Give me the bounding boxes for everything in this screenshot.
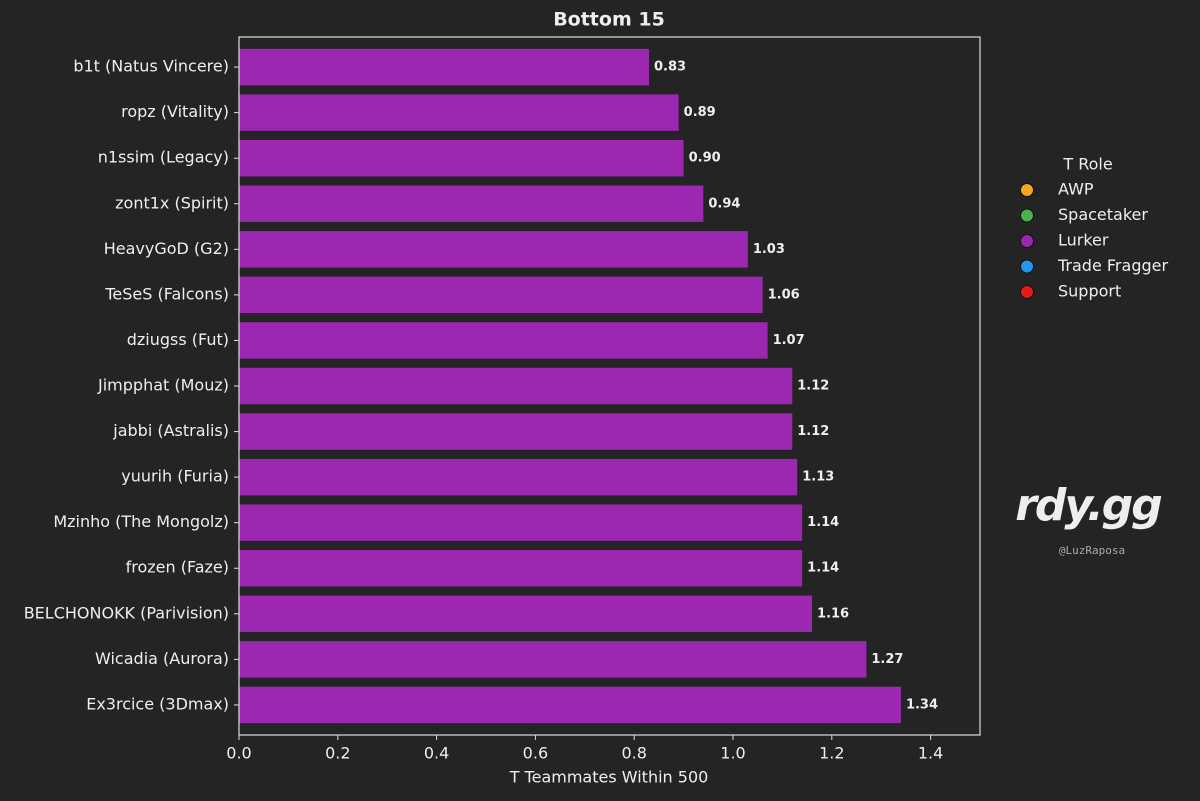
y-tick-label: BELCHONOKK (Parivision): [24, 603, 229, 622]
credit: @LuzRaposa: [1059, 544, 1125, 557]
y-tick-label: frozen (Faze): [126, 558, 229, 577]
legend-marker: [1020, 285, 1034, 299]
watermark: rdy.gg: [1015, 480, 1162, 531]
x-tick-label: 1.0: [720, 744, 745, 763]
legend-label: Spacetaker: [1058, 205, 1148, 224]
value-label: 0.90: [689, 151, 721, 166]
legend-marker: [1020, 208, 1034, 223]
plot-frame: [238, 36, 981, 736]
y-tick-label: jabbi (Astralis): [112, 421, 229, 440]
bar: [239, 413, 793, 450]
y-tick-label: Wicadia (Aurora): [95, 649, 229, 668]
y-tick-label: Ex3rcice (3Dmax): [86, 694, 229, 713]
value-label: 1.12: [797, 424, 829, 439]
x-tick-label: 0.2: [325, 744, 350, 763]
bar: [239, 595, 813, 633]
bar: [239, 550, 803, 587]
value-label: 0.94: [708, 196, 740, 211]
bar: [239, 504, 803, 541]
x-tick-label: 0.8: [621, 744, 646, 763]
legend-label: Support: [1058, 282, 1121, 301]
bar: [239, 367, 793, 405]
legend-label: AWP: [1058, 180, 1094, 199]
bar: [239, 322, 768, 359]
bar: [239, 139, 684, 177]
y-tick-label: zont1x (Spirit): [115, 193, 229, 212]
bar: [239, 48, 650, 86]
bar: [239, 276, 763, 314]
x-axis-label: T Teammates Within 500: [509, 768, 709, 787]
value-label: 1.16: [817, 606, 849, 621]
y-tick-label: HeavyGoD (G2): [104, 239, 229, 258]
y-tick-label: ropz (Vitality): [121, 102, 229, 121]
legend-label: Trade Fragger: [1057, 256, 1168, 275]
bar: [239, 641, 867, 678]
value-label: 0.89: [684, 105, 716, 120]
y-tick-label: dziugss (Fut): [127, 330, 229, 349]
bar: [239, 686, 901, 724]
value-label: 1.03: [753, 242, 785, 257]
value-label: 1.06: [768, 287, 800, 302]
x-tick-label: 0.0: [226, 744, 251, 763]
legend-marker: [1020, 259, 1034, 274]
bar: [239, 94, 679, 131]
chart-title: Bottom 15: [553, 9, 665, 31]
legend-title: T Role: [1062, 155, 1112, 174]
legend-marker: [1020, 234, 1034, 248]
x-tick-label: 1.2: [819, 744, 844, 763]
y-tick-label: Mzinho (The Mongolz): [53, 512, 229, 531]
value-label: 1.27: [871, 652, 903, 667]
x-tick-label: 1.4: [918, 744, 943, 763]
legend-marker: [1020, 183, 1034, 197]
y-tick-label: n1ssim (Legacy): [98, 148, 229, 167]
value-label: 0.83: [654, 60, 686, 75]
y-tick-label: b1t (Natus Vincere): [73, 57, 229, 76]
value-label: 1.14: [807, 561, 839, 576]
bar: [239, 231, 748, 268]
bar: [239, 458, 798, 496]
y-tick-label: Jimpphat (Mouz): [97, 376, 229, 395]
value-label: 1.34: [906, 697, 938, 712]
value-label: 1.13: [802, 470, 834, 485]
legend-label: Lurker: [1058, 231, 1109, 250]
y-tick-label: TeSeS (Falcons): [104, 284, 229, 303]
x-tick-label: 0.4: [424, 744, 449, 763]
bar: [239, 185, 704, 222]
y-tick-label: yuurih (Furia): [121, 467, 229, 486]
value-label: 1.12: [797, 379, 829, 394]
value-label: 1.14: [807, 515, 839, 530]
value-label: 1.07: [773, 333, 805, 348]
x-tick-label: 0.6: [523, 744, 548, 763]
